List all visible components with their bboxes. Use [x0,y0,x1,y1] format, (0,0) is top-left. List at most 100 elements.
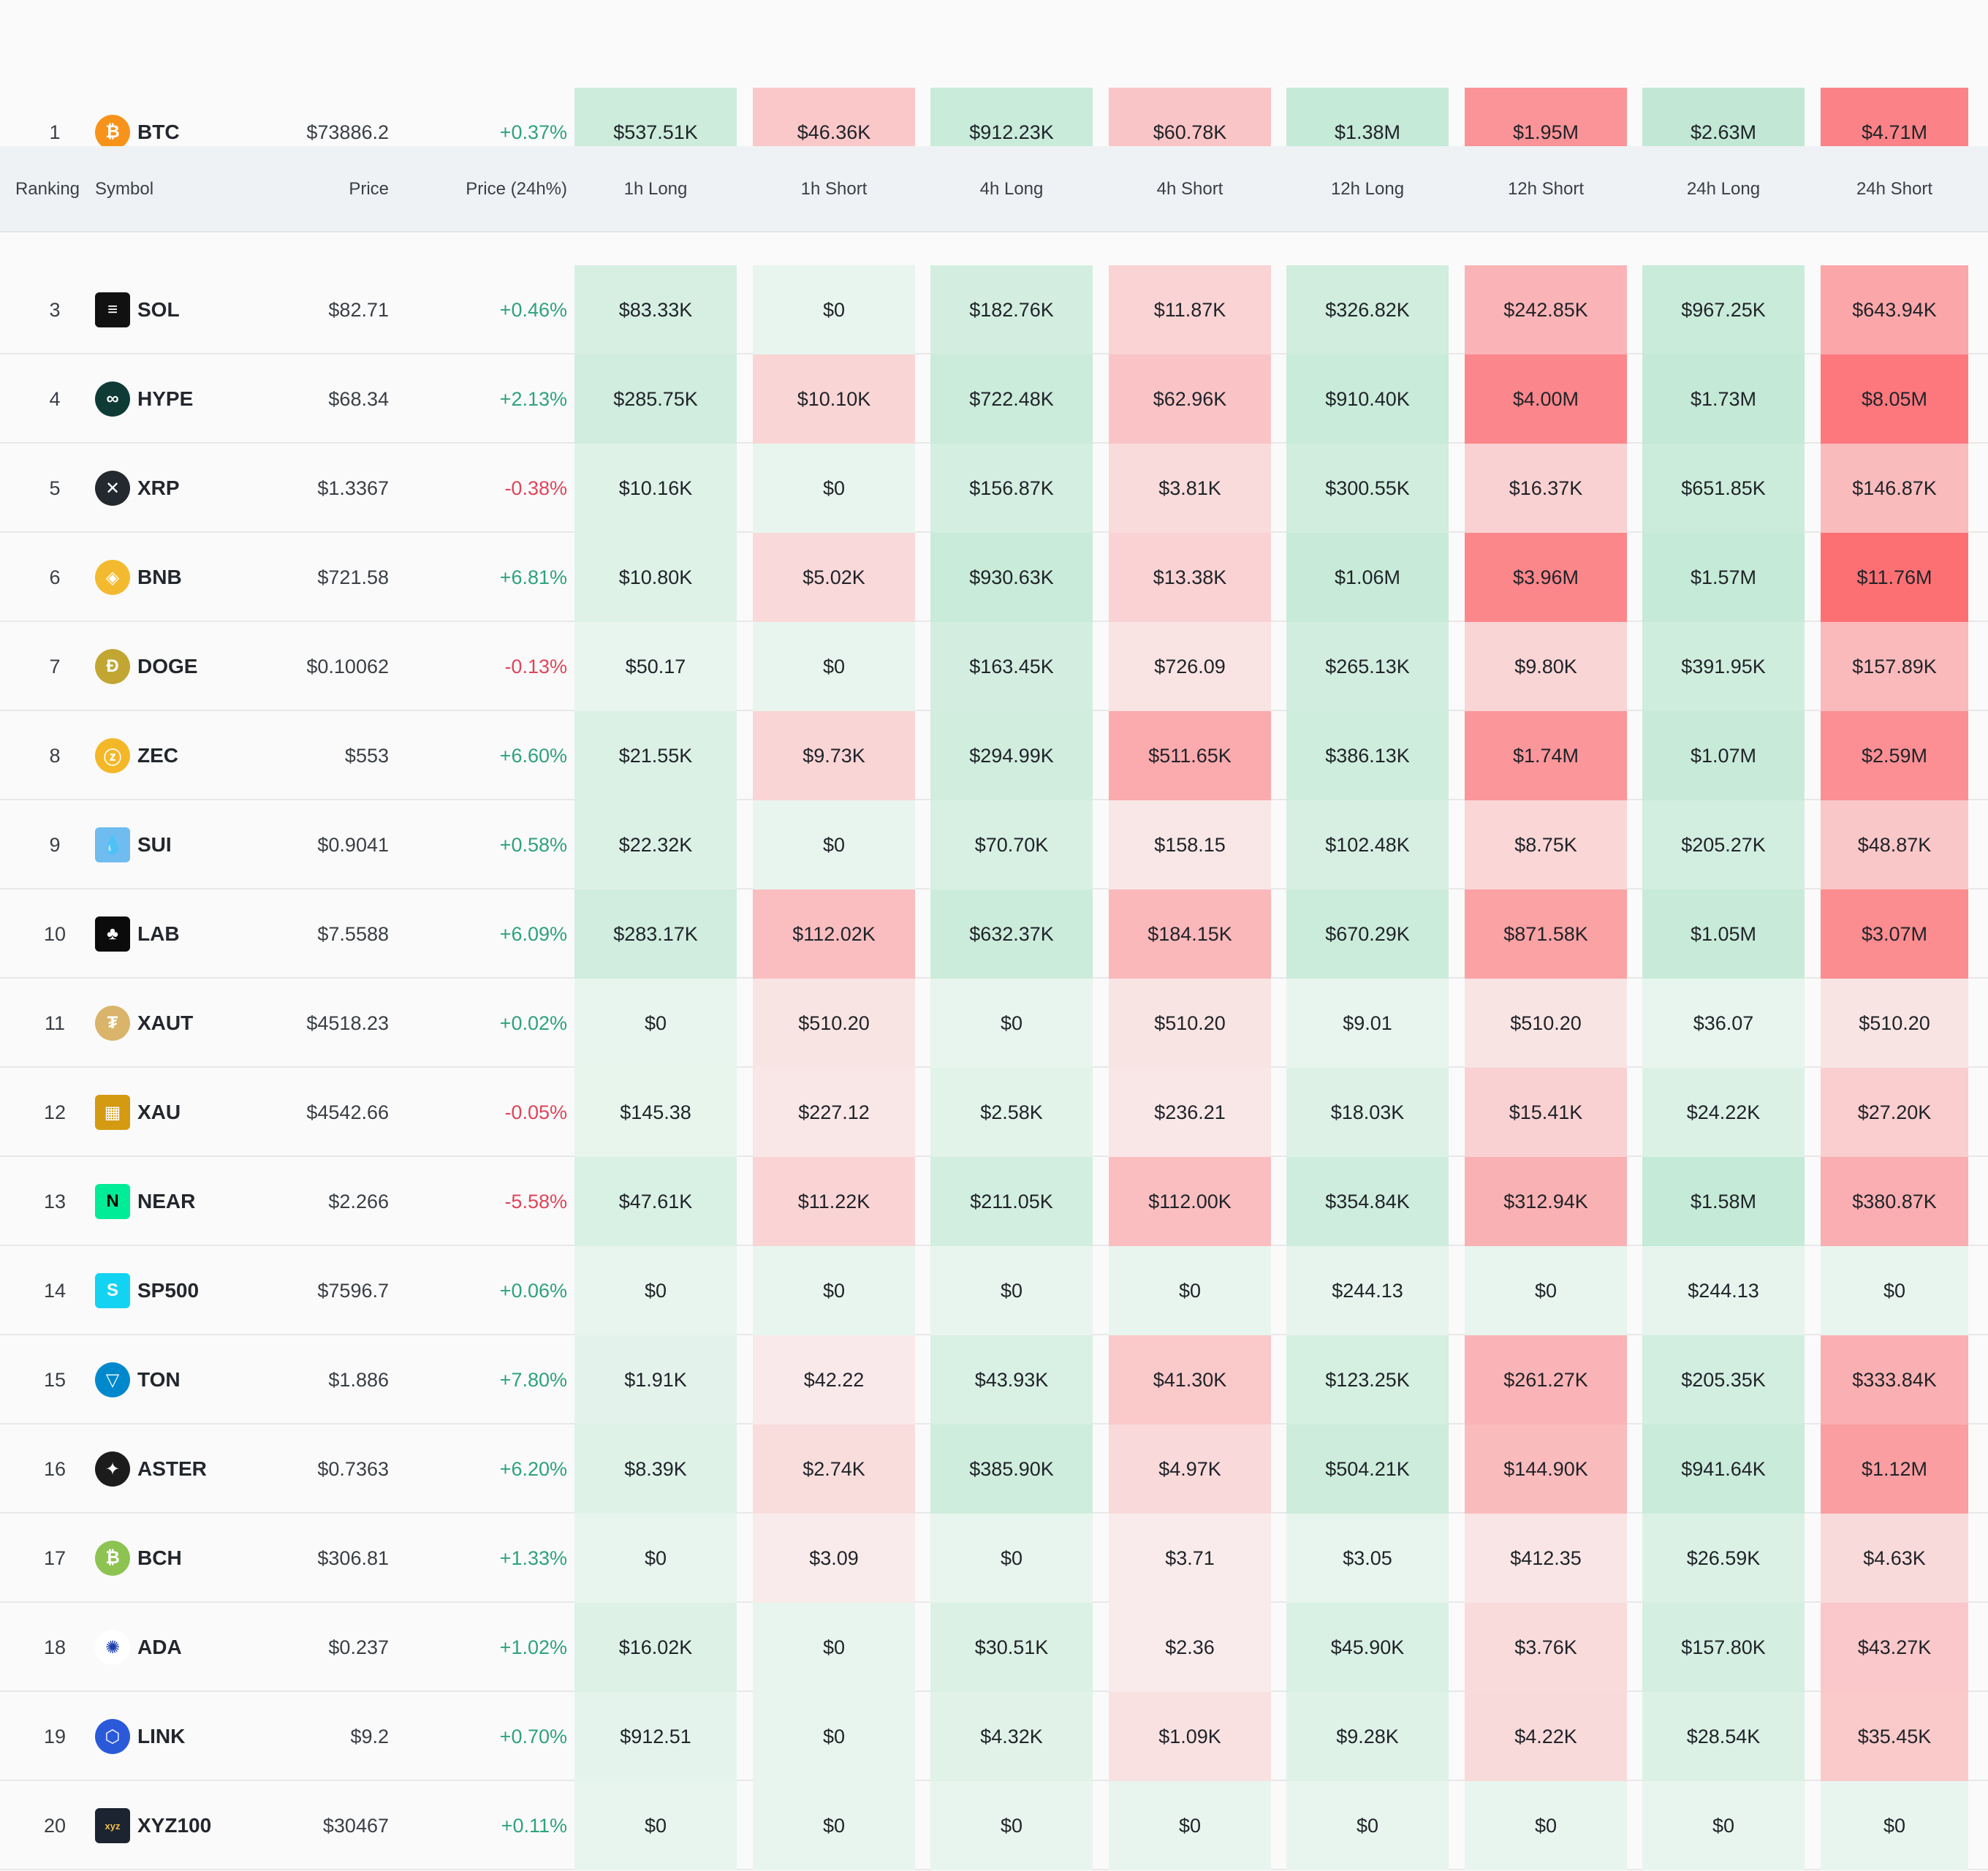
symbol-cell[interactable]: xyz XYZ100 [95,1781,285,1870]
price-change-cell: +6.81% [499,566,567,588]
table-row[interactable]: 12 ▦ XAU $4542.66 -0.05% $145.38 $227.12 $2.58K… [0,1068,1988,1157]
short-value-cell: $0 [1465,1781,1627,1870]
table-row[interactable]: 9 💧 SUI $0.9041 +0.58% $22.32K $0 $70.70K $158.1… [0,800,1988,889]
header-24h-short[interactable]: 24h Short [1856,179,1933,199]
rank-cell: 17 [43,1546,67,1569]
long-value-cell: $967.25K [1642,265,1805,354]
short-value-cell: $510.20 [753,979,915,1068]
symbol-cell[interactable]: ✦ ASTER [95,1424,285,1514]
short-value-cell: $511.65K [1109,711,1271,800]
symbol-cell[interactable]: 💧 SUI [95,800,285,889]
symbol-cell[interactable]: ≡ SOL [95,265,285,354]
symbol-cell[interactable]: ▦ XAU [95,1068,285,1157]
long-value-cell: $28.54K [1642,1692,1805,1781]
long-value-cell: $0 [574,1781,737,1870]
long-value-cell: $930.63K [930,533,1093,622]
long-value-cell: $18.03K [1286,1068,1449,1157]
long-value-cell: $0 [574,1514,737,1603]
price-cell: $7596.7 [317,1279,389,1302]
table-row[interactable]: 5 ✕ XRP $1.3367 -0.38% $10.16K $0 $156.87K $3.81… [0,444,1988,533]
header-4h-long[interactable]: 4h Long [979,179,1044,199]
header-12h-short[interactable]: 12h Short [1507,179,1585,199]
header-price[interactable]: Price [349,179,389,199]
symbol-cell[interactable]: ◈ BNB [95,533,285,622]
short-value-cell: $10.10K [753,354,915,444]
table-row[interactable]: 4 ∞ HYPE $68.34 +2.13% $285.75K $10.10K $722.48… [0,354,1988,444]
symbol-cell[interactable]: ∞ HYPE [95,354,285,444]
long-value-cell: $16.02K [574,1603,737,1692]
long-value-cell: $123.25K [1286,1335,1449,1424]
long-value-cell: $4.32K [930,1692,1093,1781]
short-value-cell: $112.00K [1109,1157,1271,1246]
symbol-cell[interactable]: ♣ LAB [95,889,285,979]
symbol-cell[interactable]: ₿ BCH [95,1514,285,1603]
table-row[interactable]: 18 ✺ ADA $0.237 +1.02% $16.02K $0 $30.51K $2.36 $… [0,1603,1988,1692]
header-4h-short[interactable]: 4h Short [1156,179,1223,199]
symbol-cell[interactable]: ⬡ LINK [95,1692,285,1781]
header-1h-long[interactable]: 1h Long [623,179,688,199]
price-change-cell: +0.46% [499,298,567,321]
symbol-cell[interactable]: ✕ XRP [95,444,285,533]
symbol-cell[interactable]: ₿ BTC [95,88,285,177]
symbol-label: LAB [137,922,180,945]
table-row[interactable]: 3 ≡ SOL $82.71 +0.46% $83.33K $0 $182.76K $11.87… [0,265,1988,354]
symbol-label: BNB [137,566,182,588]
table-row[interactable]: 16 ✦ ASTER $0.7363 +6.20% $8.39K $2.74K $385.90… [0,1424,1988,1514]
long-value-cell: $632.37K [930,889,1093,979]
long-value-cell: $910.40K [1286,354,1449,444]
symbol-cell[interactable]: S SP500 [95,1246,285,1335]
long-value-cell: $102.48K [1286,800,1449,889]
short-value-cell: $3.81K [1109,444,1271,533]
table-row[interactable]: 8 ⓩ ZEC $553 +6.60% $21.55K $9.73K $294.99K $511… [0,711,1988,800]
header-ranking[interactable]: Ranking [15,179,80,199]
header-symbol[interactable]: Symbol [95,179,154,199]
long-value-cell: $157.80K [1642,1603,1805,1692]
rank-cell: 14 [43,1279,67,1302]
table-row[interactable]: 14 S SP500 $7596.7 +0.06% $0 $0 $0 $0 $244.13 $0 $2… [0,1246,1988,1335]
symbol-cell[interactable]: ⓩ ZEC [95,711,285,800]
price-cell: $68.34 [328,387,389,410]
symbol-cell[interactable]: ✺ ADA [95,1603,285,1692]
long-value-cell: $391.95K [1642,622,1805,711]
short-value-cell: $3.76K [1465,1603,1627,1692]
header-12h-long[interactable]: 12h Long [1330,179,1405,199]
symbol-cell[interactable]: ₮ XAUT [95,979,285,1068]
table-row[interactable]: 13 N NEAR $2.266 -5.58% $47.61K $11.22K $211.05… [0,1157,1988,1246]
tether-gold-icon: ₮ [95,1006,130,1041]
table-row[interactable]: 11 ₮ XAUT $4518.23 +0.02% $0 $510.20 $0 $510.20 $… [0,979,1988,1068]
price-change-cell: -0.38% [504,477,567,499]
dogecoin-icon: Ð [95,649,130,684]
price-change-cell: +0.02% [499,1012,567,1034]
long-value-cell: $10.80K [574,533,737,622]
table-row[interactable]: 10 ♣ LAB $7.5588 +6.09% $283.17K $112.02K $632.… [0,889,1988,979]
price-cell: $7.5588 [317,922,389,945]
sui-icon: 💧 [95,827,130,862]
symbol-cell[interactable]: N NEAR [95,1157,285,1246]
short-value-cell: $0 [753,1781,915,1870]
short-value-cell: $0 [1109,1246,1271,1335]
symbol-cell[interactable]: Ð DOGE [95,622,285,711]
header-1h-short[interactable]: 1h Short [800,179,868,199]
short-value-cell: $3.71 [1109,1514,1271,1603]
table-row[interactable]: 20 xyz XYZ100 $30467 +0.11% $0 $0 $0 $0 $0 $0 $0 $0 [0,1781,1988,1870]
table-row[interactable]: 19 ⬡ LINK $9.2 +0.70% $912.51 $0 $4.32K $1.09K $9… [0,1692,1988,1781]
symbol-label: ASTER [137,1457,207,1480]
symbol-label: SUI [137,833,172,856]
short-value-cell: $8.75K [1465,800,1627,889]
long-value-cell: $1.73M [1642,354,1805,444]
price-change-cell: +0.37% [499,121,567,143]
short-value-cell: $0 [753,1603,915,1692]
header-24h-long[interactable]: 24h Long [1686,179,1761,199]
table-row[interactable]: 7 Ð DOGE $0.10062 -0.13% $50.17 $0 $163.45K $726… [0,622,1988,711]
long-value-cell: $205.27K [1642,800,1805,889]
header-price-change[interactable]: Price (24h%) [466,179,567,199]
long-value-cell: $722.48K [930,354,1093,444]
table-row[interactable]: 17 ₿ BCH $306.81 +1.33% $0 $3.09 $0 $3.71 $3.05 $4… [0,1514,1988,1603]
price-change-cell: +0.11% [501,1814,567,1837]
symbol-cell[interactable]: ▽ TON [95,1335,285,1424]
table-row[interactable]: 15 ▽ TON $1.886 +7.80% $1.91K $42.22 $43.93K $41… [0,1335,1988,1424]
rank-cell: 3 [49,298,61,321]
table-row[interactable]: 6 ◈ BNB $721.58 +6.81% $10.80K $5.02K $930.63K $… [0,533,1988,622]
short-value-cell: $41.30K [1109,1335,1271,1424]
